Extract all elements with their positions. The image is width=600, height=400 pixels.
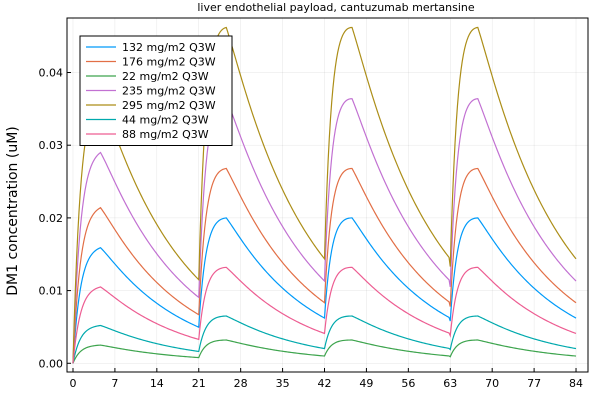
x-tick-label: 14 <box>150 377 164 390</box>
legend-label: 235 mg/m2 Q3W <box>122 85 216 98</box>
legend-label: 176 mg/m2 Q3W <box>122 56 216 69</box>
series-line-0 <box>72 217 577 364</box>
series-line-6 <box>72 266 577 364</box>
x-axis: 0 7 14 21 28 35 42 49 56 63 70 77 84 <box>69 368 583 390</box>
plot-frame <box>66 17 589 373</box>
legend-label: 88 mg/m2 Q3W <box>122 128 209 141</box>
y-axis: 0.00 0.01 0.02 0.03 0.04 <box>39 67 71 370</box>
x-tick-label: 63 <box>443 377 457 390</box>
series-line-1 <box>72 167 577 364</box>
y-axis-label: DM1 concentration (uM) <box>5 126 21 296</box>
x-tick-label: 7 <box>111 377 118 390</box>
legend-label: 132 mg/m2 Q3W <box>122 41 216 54</box>
x-tick-label: 21 <box>192 377 206 390</box>
legend-label: 44 mg/m2 Q3W <box>122 114 209 127</box>
x-tick-label: 0 <box>69 377 76 390</box>
x-tick-label: 49 <box>359 377 373 390</box>
x-tick-label: 42 <box>318 377 332 390</box>
y-tick-label: 0.01 <box>39 285 64 298</box>
series-line-2 <box>72 339 577 364</box>
x-tick-label: 35 <box>276 377 290 390</box>
legend-label: 295 mg/m2 Q3W <box>122 99 216 112</box>
y-tick-label: 0.00 <box>39 357 64 370</box>
series-line-5 <box>72 315 577 364</box>
series-line-3 <box>72 97 577 364</box>
x-tick-label: 28 <box>234 377 248 390</box>
y-tick-label: 0.03 <box>39 139 64 152</box>
x-tick-label: 70 <box>485 377 499 390</box>
legend-label: 22 mg/m2 Q3W <box>122 70 209 83</box>
y-tick-label: 0.02 <box>39 212 64 225</box>
chart-title: liver endothelial payload, cantuzumab me… <box>197 1 475 14</box>
x-tick-label: 56 <box>401 377 415 390</box>
x-tick-label: 77 <box>527 377 541 390</box>
series-group <box>72 26 577 364</box>
x-tick-label: 84 <box>569 377 583 390</box>
y-tick-label: 0.04 <box>39 67 64 80</box>
series-line-4 <box>72 26 577 364</box>
